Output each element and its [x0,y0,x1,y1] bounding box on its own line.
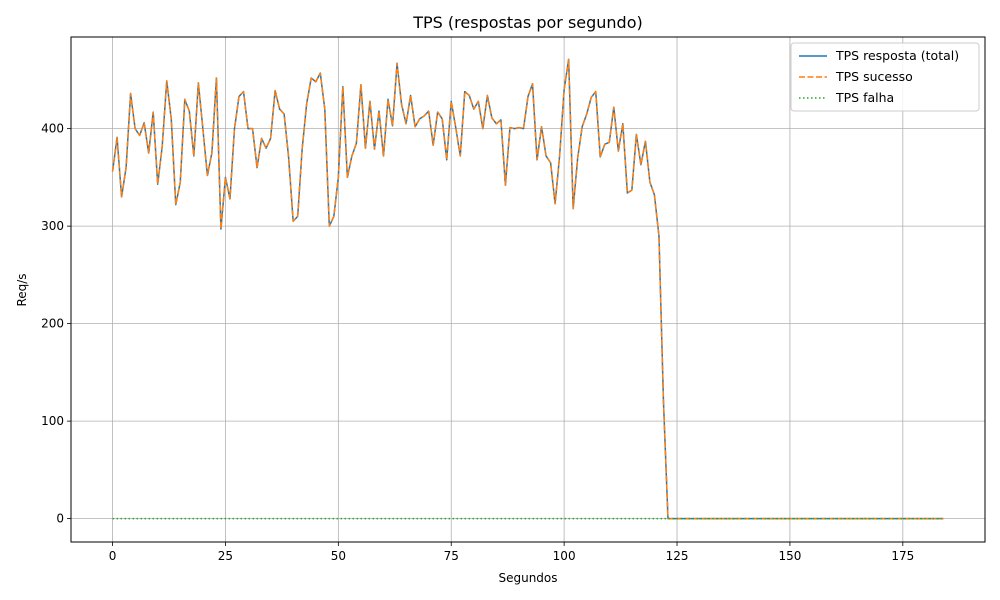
y-tick-label: 0 [56,512,64,526]
x-tick-label: 150 [778,549,801,563]
y-tick-label: 200 [41,317,64,331]
y-axis-ticks: 0 100 200 300 400 [41,122,71,526]
x-tick-label: 100 [553,549,576,563]
legend-box [790,42,980,112]
chart-title: TPS (respostas por segundo) [412,13,643,32]
x-tick-label: 125 [666,549,689,563]
y-tick-label: 100 [41,414,64,428]
legend-label-total: TPS resposta (total) [835,48,959,63]
x-tick-label: 25 [218,549,233,563]
series-layer [111,58,944,520]
x-axis-title: Segundos [498,571,557,585]
x-tick-label: 175 [891,549,914,563]
plot-frame [70,36,986,543]
x-axis-ticks: 0 25 50 75 100 125 150 175 [109,542,914,563]
y-axis-title: Req/s [15,273,29,306]
series-line-tps-sucesso [111,58,944,520]
x-tick-label: 75 [444,549,459,563]
x-tick-label: 0 [109,549,117,563]
legend-label-falha: TPS falha [835,90,894,105]
grid [71,37,985,542]
y-tick-label: 400 [41,122,64,136]
x-tick-label: 50 [331,549,346,563]
legend-label-sucesso: TPS sucesso [835,69,913,84]
legend: TPS resposta (total) TPS sucesso TPS fal… [790,42,980,112]
y-tick-label: 300 [41,219,64,233]
